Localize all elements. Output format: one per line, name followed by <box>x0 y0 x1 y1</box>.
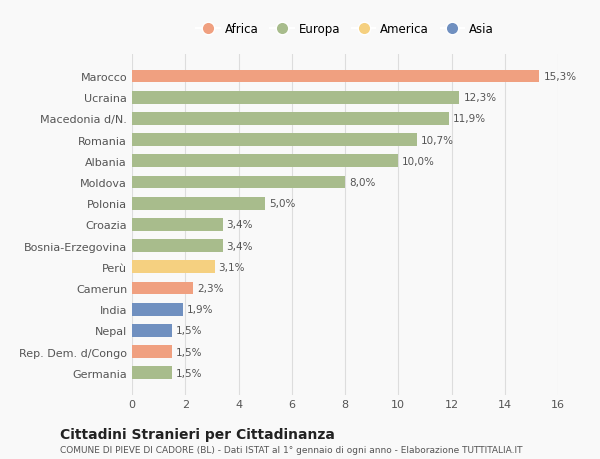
Bar <box>132 176 345 189</box>
Text: 2,3%: 2,3% <box>197 283 224 293</box>
Text: 1,5%: 1,5% <box>176 326 202 336</box>
Text: 1,5%: 1,5% <box>176 368 202 378</box>
Text: 12,3%: 12,3% <box>463 93 497 103</box>
Bar <box>132 218 223 231</box>
Text: 15,3%: 15,3% <box>544 72 577 82</box>
Text: 10,7%: 10,7% <box>421 135 454 146</box>
Text: 8,0%: 8,0% <box>349 178 376 188</box>
Bar <box>132 325 172 337</box>
Bar <box>132 261 215 274</box>
Text: 1,9%: 1,9% <box>187 304 213 314</box>
Bar <box>132 155 398 168</box>
Text: 3,4%: 3,4% <box>227 220 253 230</box>
Text: 10,0%: 10,0% <box>402 157 435 167</box>
Bar <box>132 71 539 83</box>
Text: 5,0%: 5,0% <box>269 199 295 209</box>
Text: 3,1%: 3,1% <box>218 262 245 272</box>
Bar <box>132 240 223 252</box>
Bar <box>132 113 449 125</box>
Bar <box>132 92 460 104</box>
Text: Cittadini Stranieri per Cittadinanza: Cittadini Stranieri per Cittadinanza <box>60 427 335 441</box>
Bar <box>132 282 193 295</box>
Text: COMUNE DI PIEVE DI CADORE (BL) - Dati ISTAT al 1° gennaio di ogni anno - Elabora: COMUNE DI PIEVE DI CADORE (BL) - Dati IS… <box>60 445 523 454</box>
Legend: Africa, Europa, America, Asia: Africa, Europa, America, Asia <box>190 17 500 42</box>
Bar <box>132 346 172 358</box>
Text: 11,9%: 11,9% <box>453 114 486 124</box>
Bar <box>132 303 182 316</box>
Bar <box>132 367 172 379</box>
Bar <box>132 134 417 147</box>
Text: 1,5%: 1,5% <box>176 347 202 357</box>
Bar <box>132 197 265 210</box>
Text: 3,4%: 3,4% <box>227 241 253 251</box>
